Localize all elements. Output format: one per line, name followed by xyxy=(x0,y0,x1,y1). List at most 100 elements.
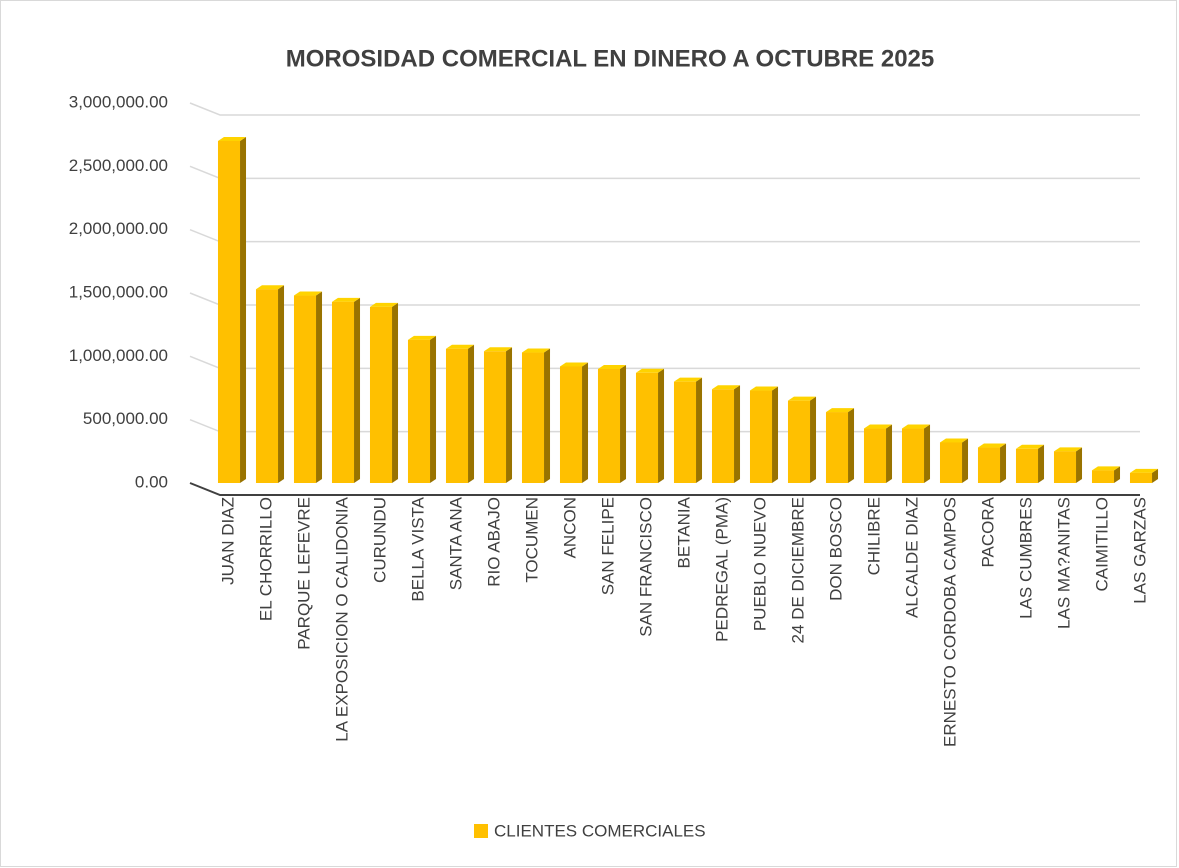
bar xyxy=(293,295,317,483)
bar xyxy=(1053,451,1077,483)
bar xyxy=(255,289,279,483)
bar-top xyxy=(293,291,323,296)
bar-top xyxy=(977,443,1007,448)
x-tick-label: PUEBLO NUEVO xyxy=(750,497,769,631)
bar xyxy=(559,366,583,483)
bar-top xyxy=(939,438,969,443)
bar-side xyxy=(278,285,285,483)
x-tick-label: EL CHORRILLO xyxy=(256,497,275,621)
bar-top xyxy=(635,368,665,373)
bar-top xyxy=(407,335,437,340)
bar-top xyxy=(1129,468,1159,473)
x-tick-label: LAS MA?ANITAS xyxy=(1054,497,1073,629)
bar xyxy=(217,141,241,483)
bar-top xyxy=(1015,444,1045,449)
y-tick-label: 0.00 xyxy=(135,472,168,491)
bar-side xyxy=(468,344,475,483)
bar-top xyxy=(597,365,627,369)
bar xyxy=(597,369,621,483)
bar-top xyxy=(901,424,931,429)
x-tick-label: DON BOSCO xyxy=(826,497,845,601)
bar-side xyxy=(848,408,855,483)
bar-side xyxy=(582,362,589,483)
bar-top xyxy=(711,385,741,390)
bar-side xyxy=(240,137,247,483)
bar-side xyxy=(316,291,323,483)
x-tick-label: CURUNDU xyxy=(370,497,389,583)
y-tick-label: 2,000,000.00 xyxy=(69,219,168,238)
bar-side xyxy=(696,377,703,483)
bar-top xyxy=(521,348,551,353)
bar xyxy=(521,352,545,483)
bar xyxy=(445,348,469,483)
bar-side xyxy=(1076,447,1083,483)
x-tick-label: JUAN DIAZ xyxy=(218,497,237,585)
x-tick-label: LAS CUMBRES xyxy=(1016,497,1035,619)
bar-top xyxy=(825,408,855,413)
bar-top xyxy=(559,362,589,367)
bar-top xyxy=(255,285,285,290)
bar-side xyxy=(1114,466,1121,483)
bar-side xyxy=(430,335,437,483)
bar-side xyxy=(506,347,513,483)
grid-line xyxy=(189,102,1140,116)
bar xyxy=(901,428,925,483)
bar-top xyxy=(749,386,779,391)
y-tick-label: 3,000,000.00 xyxy=(69,92,168,111)
bar-side xyxy=(810,396,817,483)
bar xyxy=(483,351,507,483)
x-tick-label: ERNESTO CORDOBA CAMPOS xyxy=(940,497,959,747)
bar-top xyxy=(483,347,513,352)
x-tick-label: 24 DE DICIEMBRE xyxy=(788,497,807,643)
bar xyxy=(1091,470,1115,483)
bar-side xyxy=(1038,444,1045,483)
bar xyxy=(939,442,963,483)
bar-side xyxy=(544,348,551,483)
x-tick-label: PACORA xyxy=(978,496,997,567)
x-tick-label: CHILIBRE xyxy=(864,497,883,575)
bar xyxy=(1015,448,1039,483)
bar-side xyxy=(620,365,627,483)
bar-side xyxy=(354,297,361,483)
bar-side xyxy=(886,424,893,483)
bar xyxy=(673,381,697,483)
x-tick-label: CAIMITILLO xyxy=(1092,497,1111,591)
bar-side xyxy=(734,385,741,483)
bar xyxy=(407,339,431,483)
bar-top xyxy=(369,302,399,307)
x-tick-label: ANCON xyxy=(560,497,579,558)
bar-side xyxy=(1152,468,1159,483)
bar-side xyxy=(772,386,779,483)
y-tick-label: 2,500,000.00 xyxy=(69,156,168,175)
x-tick-label: RIO ABAJO xyxy=(484,497,503,587)
x-tick-label: PARQUE LEFEVRE xyxy=(294,497,313,650)
x-tick-label: BELLA VISTA xyxy=(408,496,427,601)
bar xyxy=(977,447,1001,483)
bar xyxy=(825,412,849,483)
bar xyxy=(635,372,659,483)
x-tick-label: PEDREGAL (PMA) xyxy=(712,497,731,642)
bar xyxy=(863,428,887,483)
legend-label: CLIENTES COMERCIALES xyxy=(494,821,706,840)
y-tick-label: 1,000,000.00 xyxy=(69,346,168,365)
x-tick-label: TOCUMEN xyxy=(522,497,541,583)
x-tick-label: SANTA ANA xyxy=(446,496,465,590)
bar-top xyxy=(1091,466,1121,471)
bar-top xyxy=(445,344,475,349)
x-tick-label: SAN FELIPE xyxy=(598,497,617,595)
bar-side xyxy=(1000,443,1007,483)
legend-swatch xyxy=(474,824,488,838)
x-tick-label: LAS GARZAS xyxy=(1130,497,1149,604)
bar-top xyxy=(787,396,817,401)
bar-top xyxy=(331,297,361,302)
bar-side xyxy=(924,424,931,483)
x-tick-label: BETANIA xyxy=(674,496,693,568)
x-tick-label: LA EXPOSICION O CALIDONIA xyxy=(332,496,351,741)
bar xyxy=(711,389,735,483)
bar-side xyxy=(658,368,665,483)
bar xyxy=(749,390,773,483)
bar xyxy=(369,306,393,483)
x-tick-label: ALCALDE DIAZ xyxy=(902,497,921,618)
